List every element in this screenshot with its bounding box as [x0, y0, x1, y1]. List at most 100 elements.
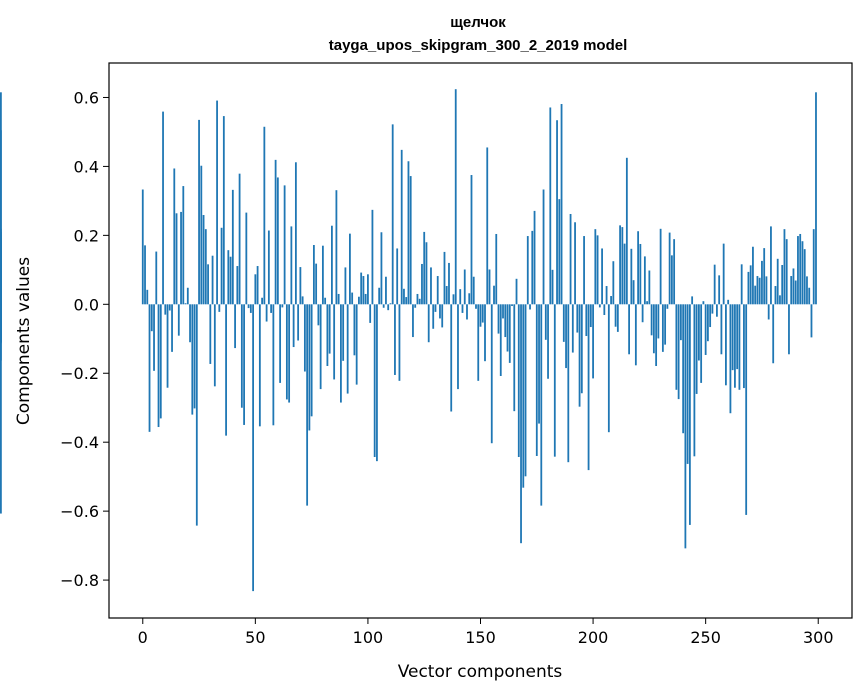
bar-107 — [382, 304, 385, 308]
bar-60 — [276, 177, 279, 305]
bar-10 — [164, 304, 167, 315]
bar-261 — [729, 304, 732, 414]
bar-3 — [148, 304, 151, 432]
bar-50 — [254, 274, 257, 305]
bar-256 — [718, 275, 721, 305]
bar-43 — [238, 173, 241, 305]
bar-189 — [567, 304, 570, 463]
bar-121 — [414, 304, 417, 308]
bar-251 — [707, 304, 709, 342]
bar-89 — [342, 304, 345, 361]
bar-222 — [641, 304, 644, 323]
bar-147 — [472, 276, 475, 305]
bar-149 — [477, 304, 480, 381]
bar-68 — [294, 162, 297, 305]
bar-93 — [351, 292, 354, 305]
bar-146 — [470, 175, 473, 305]
bar-240 — [682, 304, 685, 434]
bar-132 — [439, 304, 441, 319]
bar-118 — [407, 161, 410, 305]
bar-71 — [301, 296, 304, 305]
bar-296 — [808, 287, 811, 305]
bar-202 — [596, 235, 599, 305]
bar-58 — [272, 304, 275, 426]
bar-246 — [695, 304, 698, 394]
bar-182 — [551, 269, 554, 305]
bar-125 — [423, 231, 426, 305]
bar-134 — [443, 251, 446, 305]
bar-17 — [180, 211, 182, 305]
bar-7 — [157, 304, 160, 428]
bar-219 — [634, 304, 637, 366]
bar-196 — [583, 236, 585, 305]
bar-66 — [290, 226, 293, 305]
bar-86 — [335, 190, 338, 305]
y-tick-label: −0.8 — [60, 571, 99, 590]
bar-241 — [684, 304, 687, 549]
bar-169 — [522, 304, 525, 488]
bar-140 — [457, 304, 459, 390]
bar-270 — [749, 265, 752, 305]
bar-67 — [292, 304, 295, 348]
bar-109 — [387, 304, 390, 311]
bar-75 — [310, 304, 313, 417]
bar-124 — [421, 263, 423, 305]
bar-203 — [598, 304, 601, 308]
bar-282 — [776, 258, 779, 305]
bar-38 — [227, 250, 230, 305]
bar-185 — [558, 199, 561, 305]
bar-2 — [146, 289, 149, 305]
bar-252 — [709, 304, 712, 328]
bar-214 — [623, 243, 626, 305]
bar-193 — [576, 304, 579, 333]
bar-56 — [267, 230, 270, 305]
bar-205 — [603, 304, 606, 315]
bar-34 — [218, 304, 221, 312]
bar-42 — [236, 266, 239, 305]
bar-225 — [648, 270, 651, 305]
bar-224 — [646, 301, 649, 305]
bar-280 — [772, 304, 775, 364]
chart-title: щелчок — [450, 14, 506, 31]
bar-158 — [497, 304, 500, 334]
bar-245 — [693, 304, 696, 457]
bar-31 — [211, 255, 214, 305]
bar-97 — [360, 272, 363, 305]
bar-48 — [249, 304, 252, 313]
bar-213 — [621, 227, 624, 305]
bar-6 — [155, 251, 158, 305]
y-tick-label: 0.4 — [74, 157, 99, 176]
bar-138 — [452, 294, 455, 305]
x-tick-label: 200 — [578, 628, 609, 647]
bar-233 — [666, 304, 669, 309]
bar-162 — [506, 304, 509, 352]
bar-55 — [265, 304, 268, 322]
bar-87 — [337, 293, 340, 305]
bar-235 — [670, 255, 673, 305]
bar-51 — [256, 266, 259, 305]
bar-243 — [688, 304, 691, 525]
bar-159 — [499, 304, 502, 376]
bar-177 — [540, 304, 543, 506]
bar-73 — [306, 304, 309, 506]
bar-11 — [166, 304, 169, 388]
bar-110 — [389, 303, 392, 305]
bar-20 — [186, 287, 189, 305]
bar-1 — [144, 245, 146, 305]
bar-88 — [340, 304, 342, 403]
bar-228 — [655, 304, 658, 366]
bar-undefined — [0, 304, 2, 514]
bar-102 — [371, 209, 374, 305]
bar-99 — [364, 293, 367, 305]
bar-119 — [409, 176, 412, 305]
bar-175 — [535, 304, 538, 456]
bar-98 — [362, 276, 365, 305]
plot-frame — [108, 62, 853, 619]
bar-249 — [702, 301, 705, 305]
bar-275 — [761, 260, 763, 305]
y-tick-label: −0.6 — [60, 502, 99, 521]
x-axis-label: Vector components — [398, 662, 563, 682]
x-tick-label: 0 — [138, 628, 148, 647]
bar-69 — [297, 304, 300, 341]
bar-40 — [231, 189, 234, 305]
